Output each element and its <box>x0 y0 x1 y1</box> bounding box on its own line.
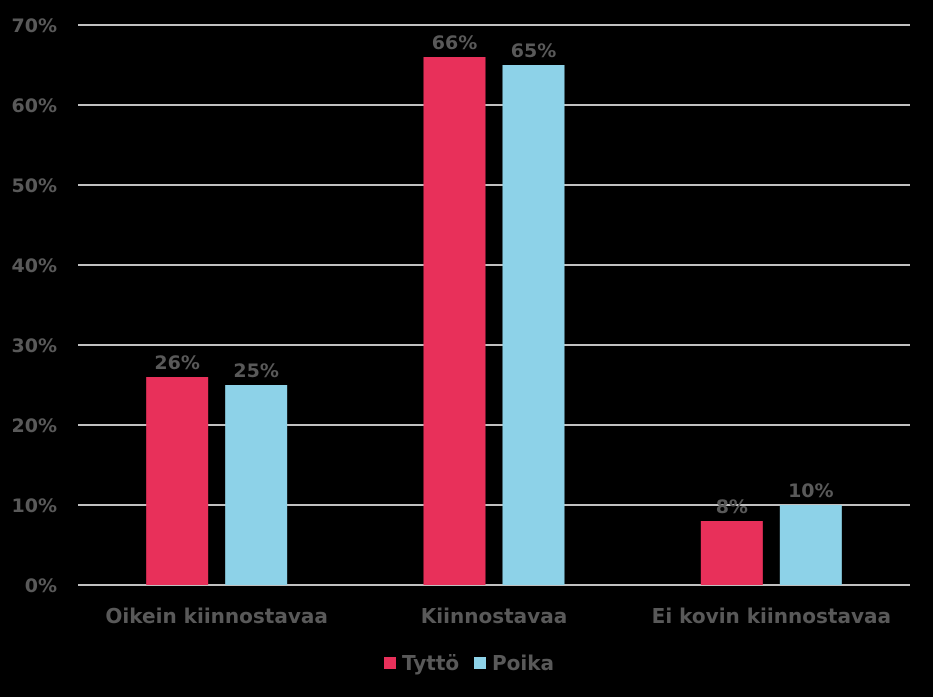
bar-poika-1 <box>502 65 565 585</box>
y-tick-label: 50% <box>12 175 57 197</box>
data-label: 10% <box>788 480 833 502</box>
y-tick-label: 70% <box>12 15 57 37</box>
data-label: 66% <box>432 32 477 54</box>
y-tick-label: 20% <box>12 415 57 437</box>
x-category-label: Oikein kiinnostavaa <box>105 604 327 628</box>
x-category-label: Ei kovin kiinnostavaa <box>652 604 891 628</box>
data-label: 25% <box>233 360 278 382</box>
bar-poika-2 <box>779 505 842 585</box>
legend-label: Poika <box>492 651 554 675</box>
legend-label: Tyttö <box>402 651 459 675</box>
data-label: 26% <box>154 352 199 374</box>
y-tick-label: 60% <box>12 95 57 117</box>
data-label: 65% <box>511 40 556 62</box>
y-tick-label: 30% <box>12 335 57 357</box>
legend-swatch <box>474 657 486 669</box>
bar-tytt--0 <box>146 377 209 585</box>
y-tick-label: 0% <box>25 575 57 597</box>
y-axis: 0% 10% 20% 30% 40% 50% 60% 70% <box>12 15 57 597</box>
bar-poika-0 <box>225 385 288 585</box>
y-tick-label: 40% <box>12 255 57 277</box>
gridlines <box>78 24 910 586</box>
x-category-label: Kiinnostavaa <box>421 604 567 628</box>
data-label: 8% <box>716 496 748 518</box>
x-axis: Oikein kiinnostavaa Kiinnostavaa Ei kovin … <box>105 604 891 628</box>
y-tick-label: 10% <box>12 495 57 517</box>
legend-swatch <box>384 657 396 669</box>
legend: Tyttö Poika <box>384 651 554 675</box>
bar-tytt--1 <box>423 57 486 585</box>
bars: 26% 25% 66% 65% 8% 10% <box>146 32 842 585</box>
bar-tytt--2 <box>700 521 763 585</box>
